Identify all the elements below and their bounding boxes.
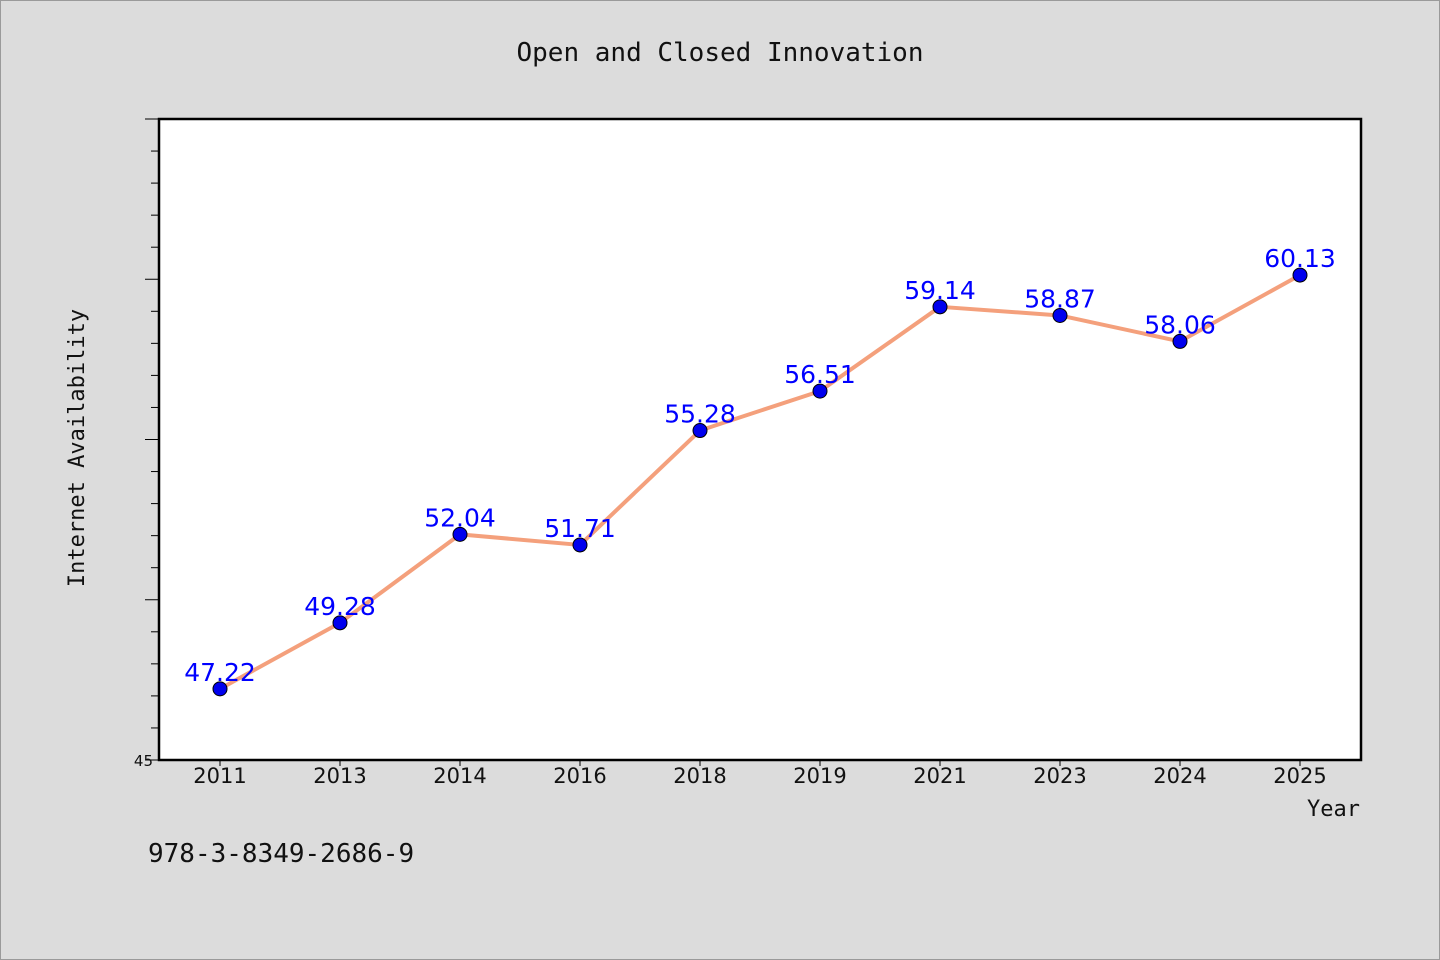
data-label: 52.04 <box>424 503 496 532</box>
data-point <box>1172 333 1188 349</box>
data-point <box>212 681 228 697</box>
x-tick-label: 2019 <box>793 764 846 788</box>
series-line <box>219 273 1301 691</box>
data-label: 56.51 <box>784 360 856 389</box>
data-label: 47.22 <box>184 658 256 687</box>
data-label: 60.13 <box>1264 244 1336 273</box>
x-tick-label: 2025 <box>1273 764 1326 788</box>
data-point <box>452 526 468 542</box>
x-tick-label: 2014 <box>433 764 486 788</box>
isbn-text: 978-3-8349-2686-9 <box>148 839 414 869</box>
y-axis-title: Internet Availability <box>65 309 90 587</box>
data-label: 58.06 <box>1144 310 1216 339</box>
data-point <box>1052 307 1068 323</box>
data-point <box>812 383 828 399</box>
data-point <box>932 299 948 315</box>
data-point <box>332 615 348 631</box>
x-tick-label: 2016 <box>553 764 606 788</box>
y-tick-label: 45 <box>134 752 153 770</box>
chart-title: Open and Closed Innovation <box>517 38 924 68</box>
data-label: 58.87 <box>1024 284 1096 313</box>
data-point <box>692 423 708 439</box>
plot-area <box>159 119 1361 760</box>
x-tick-label: 2013 <box>313 764 366 788</box>
series-group <box>212 267 1308 697</box>
x-axis-ticks: 2011 2013 2014 2016 2018 2019 2021 2023 2024 2025 <box>193 760 1327 788</box>
x-tick-label: 2023 <box>1033 764 1086 788</box>
x-tick-label: 2018 <box>673 764 726 788</box>
data-label: 55.28 <box>664 400 736 429</box>
plot-border <box>157 117 1363 762</box>
data-label: 59.14 <box>904 276 976 305</box>
data-label: 49.28 <box>304 592 376 621</box>
data-labels-group: 47.22 49.28 52.04 51.71 55.28 56.51 59.14 58.87… <box>184 244 1336 687</box>
data-point <box>1292 267 1308 283</box>
y-axis-ticks: 45 <box>134 118 159 770</box>
x-tick-label: 2011 <box>193 764 246 788</box>
data-label: 51.71 <box>544 514 616 543</box>
data-point <box>572 537 588 553</box>
x-tick-label: 2024 <box>1153 764 1206 788</box>
x-tick-label: 2021 <box>913 764 966 788</box>
x-axis-title: Year <box>1307 797 1360 822</box>
